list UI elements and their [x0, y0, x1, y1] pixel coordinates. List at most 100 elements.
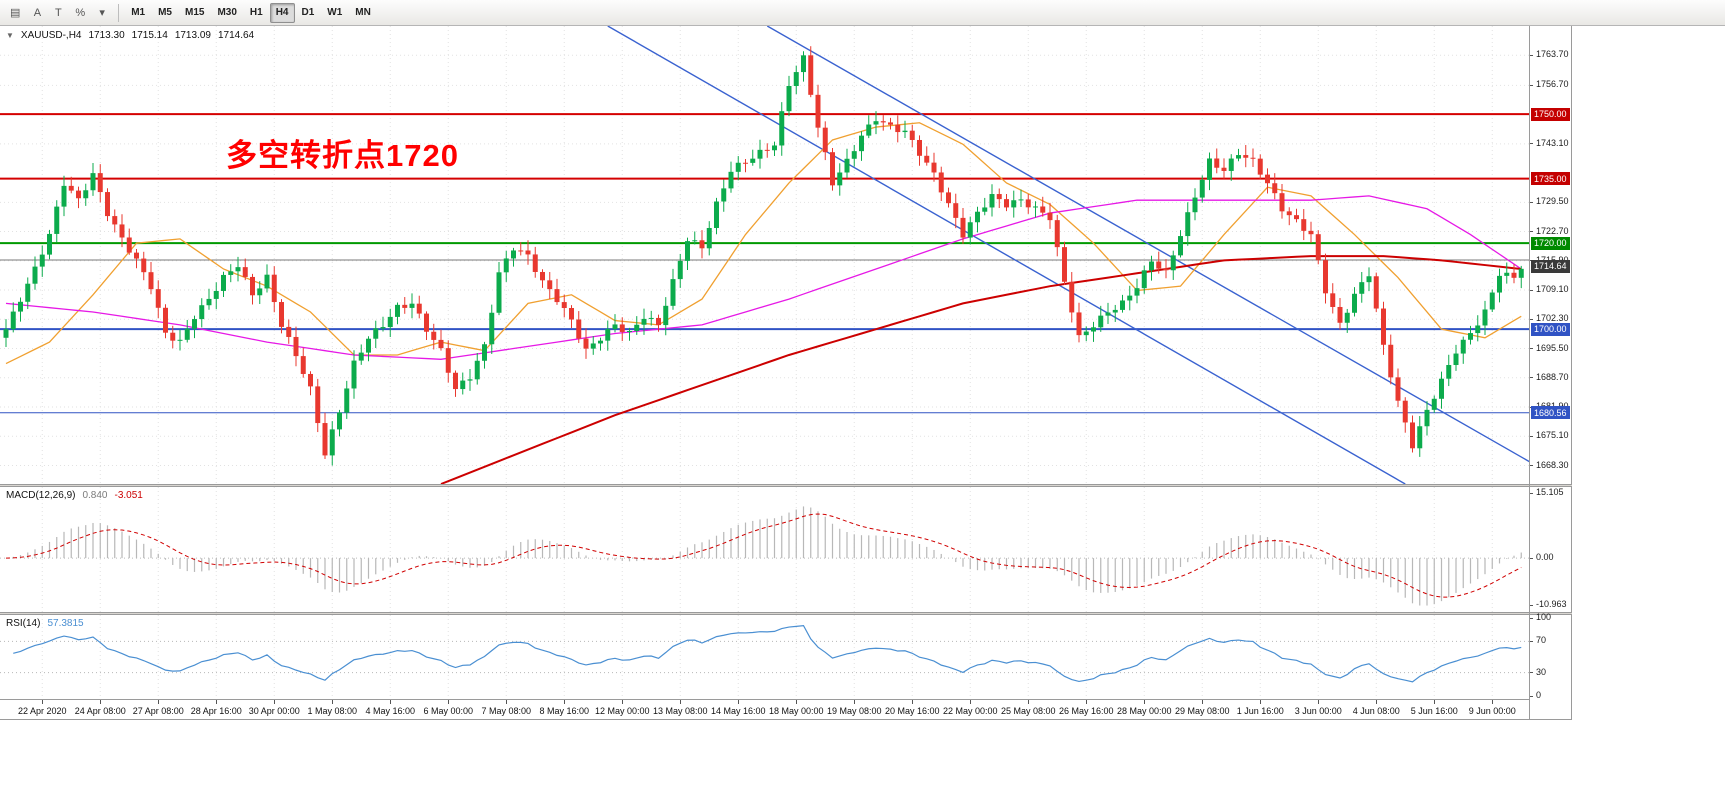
time-tickmark: [1376, 700, 1378, 704]
percent-button[interactable]: %: [75, 6, 86, 19]
price-line-badge: 1750.00: [1531, 107, 1570, 121]
time-axis-label: 22 Apr 2020: [17, 706, 67, 716]
time-axis: 22 Apr 2020 24 Apr 08:00 27 Apr 08:00 28 Ap…: [0, 699, 1529, 720]
rsi-tickmark: [1530, 617, 1533, 619]
timeframe-button-d1[interactable]: D1: [301, 7, 315, 18]
time-axis-label: 28 Apr 16:00: [190, 706, 242, 716]
time-axis-label: 20 May 16:00: [884, 706, 940, 716]
time-axis-label: 26 May 16:00: [1058, 706, 1114, 716]
timeframe-button-mn[interactable]: MN: [355, 7, 371, 18]
rsi-panel-canvas[interactable]: [0, 615, 1529, 699]
ma-mid-magenta: [5, 195, 1522, 360]
toolbar-separator: [118, 3, 120, 22]
price-tick-label: 1709.10: [1536, 284, 1569, 295]
main-chart-canvas[interactable]: [0, 26, 1529, 484]
time-axis-label: 4 Jun 08:00: [1352, 706, 1400, 716]
time-tickmark: [738, 700, 740, 704]
ohlc-open: 1713.30: [88, 30, 125, 41]
time-axis-label: 25 May 08:00: [1000, 706, 1056, 716]
price-tickmark: [1530, 231, 1533, 233]
time-tickmark: [100, 700, 102, 704]
price-tickmark: [1530, 377, 1533, 379]
collapse-chart-icon[interactable]: ▼: [6, 31, 14, 40]
price-tick-label: 1695.50: [1536, 342, 1569, 353]
price-tick-label: 1722.70: [1536, 225, 1569, 236]
price-tick-label: 1743.10: [1536, 137, 1569, 148]
rsi-line: [13, 624, 1522, 683]
ma-slow-red: [440, 255, 1522, 484]
symbol-header: ▼ XAUUSD-,H4 1713.30 1715.14 1713.09 171…: [6, 30, 254, 41]
time-axis-label: 1 Jun 16:00: [1236, 706, 1284, 716]
macd-panel-canvas[interactable]: [0, 487, 1529, 612]
price-tickmark: [1530, 465, 1533, 466]
time-axis-label: 3 Jun 00:00: [1294, 706, 1342, 716]
rsi-indicator-header: RSI(14) 57.3815: [6, 618, 84, 629]
price-tickmark: [1530, 348, 1533, 350]
price-tickmark: [1530, 435, 1533, 437]
price-tick-label: 1681.90: [1536, 401, 1569, 411]
price-tickmark: [1530, 318, 1533, 320]
time-axis-label: 6 May 00:00: [423, 706, 474, 716]
panel-separator[interactable]: [0, 484, 1572, 487]
price-line-badge: 1680.56: [1531, 406, 1570, 420]
time-axis-label: 19 May 08:00: [826, 706, 882, 716]
time-axis-label: 18 May 00:00: [768, 706, 824, 716]
text-t-button[interactable]: T: [55, 6, 62, 19]
price-tick-label: 1688.70: [1536, 371, 1569, 382]
time-axis-label: 28 May 00:00: [1116, 706, 1172, 716]
time-tickmark: [158, 700, 160, 704]
time-axis-label: 27 Apr 08:00: [132, 706, 184, 716]
chart-annotation-text[interactable]: 多空转折点1720: [226, 138, 459, 173]
macd-tickmark: [1530, 557, 1533, 559]
candles-layer: [3, 46, 1524, 466]
macd-scale: 15.105 0.00 -10.963: [1530, 487, 1572, 612]
timeframe-button-m15[interactable]: M15: [185, 7, 205, 18]
macd-tickmark: [1530, 492, 1533, 494]
time-tickmark: [1202, 700, 1204, 704]
trendlines: [607, 26, 1529, 484]
time-tickmark: [506, 700, 508, 704]
panel-separator[interactable]: [0, 612, 1572, 615]
price-tick-label: 1729.50: [1536, 196, 1569, 207]
time-tickmark: [1260, 700, 1262, 704]
time-tickmark: [1144, 700, 1146, 704]
toolbar: ▤ A T% ▾ M1 M5 M15 M30 H1 H4 D1 W1 MN: [0, 0, 1725, 26]
price-line-badge: 1735.00: [1531, 172, 1570, 186]
time-axis-label: 29 May 08:00: [1174, 706, 1230, 716]
timeframe-button-h1[interactable]: H1: [249, 7, 263, 18]
time-tickmark: [564, 700, 566, 704]
rsi-tick-label: 70: [1536, 635, 1547, 646]
text-a-button[interactable]: A: [33, 6, 42, 19]
timeframe-button-m1[interactable]: M1: [131, 7, 146, 18]
price-tickmark: [1530, 54, 1533, 56]
time-tickmark: [42, 700, 44, 704]
main-grid: [0, 26, 1529, 484]
timeframe-button-m30[interactable]: M30: [217, 7, 237, 18]
time-tickmark: [1492, 700, 1494, 704]
macd-histogram: [12, 506, 1522, 606]
timeframe-button-w1[interactable]: W1: [327, 7, 343, 18]
price-tickmark: [1530, 143, 1533, 145]
price-scale: 1763.701756.701743.101729.501722.701715.…: [1530, 26, 1572, 484]
chart-window: ▼ XAUUSD-,H4 1713.30 1715.14 1713.09 171…: [0, 26, 1572, 720]
timeframe-group: M1 M5 M15 M30 H1 H4 D1 W1 MN: [125, 2, 377, 23]
moving-averages: [5, 122, 1522, 484]
time-tickmark: [854, 700, 856, 704]
rsi-tick-label: 30: [1536, 666, 1547, 677]
ohlc-high: 1715.14: [131, 30, 168, 41]
price-tick-label: 1756.70: [1536, 79, 1569, 90]
price-scale-divider: [1529, 26, 1530, 720]
macd-label: MACD(12,26,9): [6, 490, 76, 501]
time-tickmark: [216, 700, 218, 704]
timeframe-button-h4[interactable]: H4: [269, 2, 295, 23]
time-tickmark: [448, 700, 450, 704]
price-tickmark: [1530, 201, 1533, 203]
dropdown-arrow-icon[interactable]: ▾: [99, 7, 105, 19]
ohlc-close: 1714.64: [217, 30, 255, 41]
macd-tick-label: 15.105: [1536, 487, 1564, 497]
timeframe-button-m5[interactable]: M5: [158, 7, 172, 18]
time-axis-label: 24 Apr 08:00: [74, 706, 126, 716]
charts-icon[interactable]: ▤: [10, 7, 21, 19]
macd-tick-label: -10.963: [1536, 599, 1567, 610]
macd-signal-line: [5, 513, 1522, 598]
